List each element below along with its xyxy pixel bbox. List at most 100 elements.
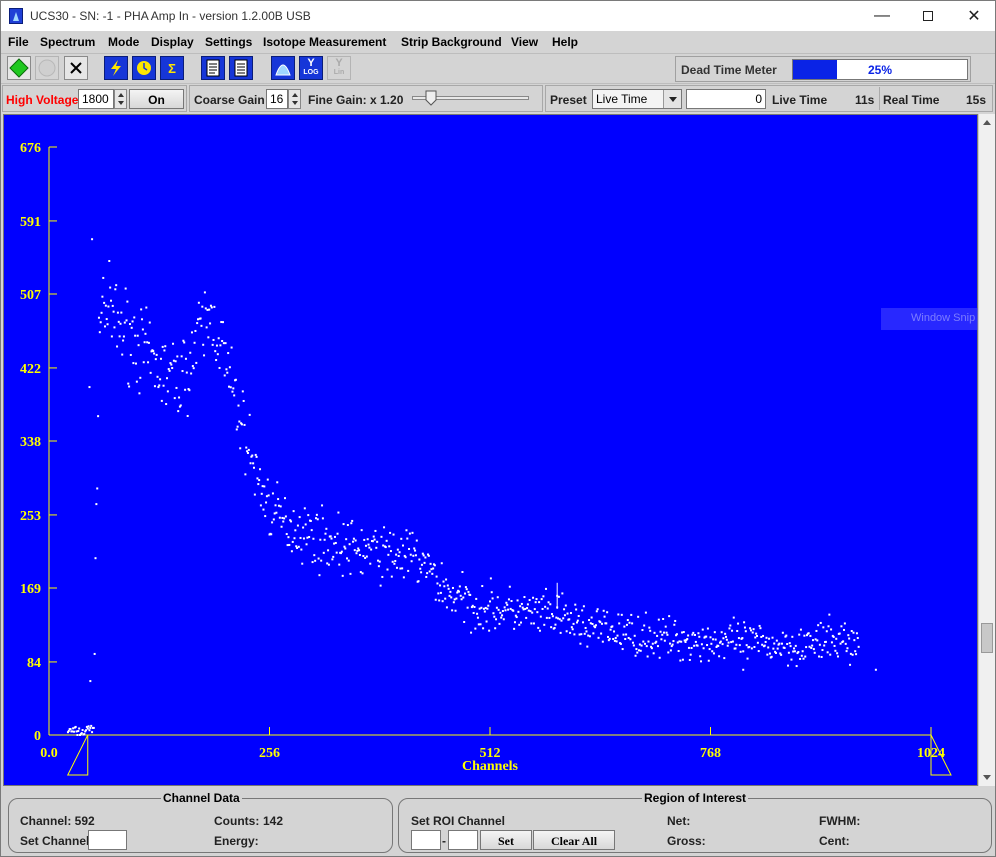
menu-strip-background[interactable]: Strip Background <box>401 35 502 49</box>
menu-spectrum[interactable]: Spectrum <box>40 35 96 49</box>
data-point <box>799 628 802 631</box>
data-point <box>538 629 541 632</box>
sum-button[interactable]: Σ <box>160 56 184 80</box>
data-point <box>83 733 86 736</box>
data-point <box>395 566 398 569</box>
data-point <box>256 477 259 480</box>
data-point <box>316 518 319 521</box>
log-scale-button[interactable]: Y LOG <box>299 56 323 80</box>
vertical-scrollbar[interactable] <box>978 114 995 786</box>
report-button[interactable] <box>201 56 225 80</box>
coarse-gain-spinner[interactable] <box>288 89 301 109</box>
coarse-gain-input[interactable]: 16 <box>266 89 288 109</box>
data-point <box>577 614 580 617</box>
data-point <box>238 420 241 423</box>
menu-view[interactable]: View <box>511 35 539 49</box>
data-point <box>562 617 565 620</box>
data-point <box>465 588 468 591</box>
roi-start-input[interactable] <box>411 830 441 850</box>
spectrum-plot[interactable]: 0 84 169 253 338 422 507 591 676 0.0 256 512 768 1024… <box>3 114 981 787</box>
data-point <box>625 633 628 636</box>
data-point <box>514 614 517 617</box>
data-point <box>380 535 383 538</box>
linear-scale-button[interactable]: Y Lin <box>327 56 351 80</box>
roi-clear-all-button[interactable]: Clear All <box>533 830 615 850</box>
fine-gain-slider-thumb[interactable] <box>425 90 437 106</box>
data-point <box>794 644 797 647</box>
y-tick-label: 507 <box>20 288 41 303</box>
high-voltage-input[interactable]: 1800 <box>78 89 114 109</box>
data-point <box>712 638 715 641</box>
data-point <box>750 647 753 650</box>
data-point <box>346 524 349 527</box>
data-point <box>551 613 554 616</box>
data-point <box>308 536 311 539</box>
data-point <box>477 623 480 626</box>
clear-button[interactable] <box>64 56 88 80</box>
data-point <box>389 531 392 534</box>
data-point <box>273 512 276 515</box>
data-point <box>587 634 590 637</box>
data-point <box>642 640 645 643</box>
data-point <box>107 305 110 308</box>
energy-cal-button[interactable] <box>104 56 128 80</box>
data-point <box>463 620 466 623</box>
data-point <box>560 619 563 622</box>
data-point <box>321 517 324 520</box>
maximize-button[interactable] <box>905 1 951 31</box>
data-point <box>746 657 749 660</box>
data-point <box>620 613 623 616</box>
data-point <box>440 562 443 565</box>
print-button[interactable] <box>229 56 253 80</box>
real-time-value: 15s <box>966 93 987 107</box>
data-point <box>531 611 534 614</box>
data-point <box>569 631 572 634</box>
data-point <box>235 428 238 431</box>
data-point <box>210 306 213 309</box>
hv-on-button[interactable]: On <box>129 89 184 109</box>
close-button[interactable]: ✕ <box>951 1 996 31</box>
scroll-thumb[interactable] <box>981 623 993 653</box>
data-point <box>671 643 674 646</box>
menu-settings[interactable]: Settings <box>205 35 253 49</box>
data-point <box>814 638 817 641</box>
data-point <box>503 606 506 609</box>
data-point <box>217 337 220 340</box>
stop-button[interactable] <box>35 56 59 80</box>
fine-gain-slider-track[interactable] <box>412 96 529 100</box>
data-point <box>189 351 192 354</box>
data-point <box>607 639 610 642</box>
menu-help[interactable]: Help <box>552 35 579 49</box>
roi-end-input[interactable] <box>448 830 478 850</box>
menu-isotope-measurement[interactable]: Isotope Measurement <box>263 35 387 49</box>
preset-count-input[interactable]: 0 <box>686 89 766 109</box>
data-point <box>132 362 135 365</box>
menu-display[interactable]: Display <box>151 35 194 49</box>
menu-mode[interactable]: Mode <box>108 35 140 49</box>
preset-select[interactable]: Live Time <box>592 89 682 109</box>
set-channel-input[interactable] <box>88 830 127 850</box>
menu-file[interactable]: File <box>8 35 29 49</box>
data-point <box>332 555 335 558</box>
start-button[interactable] <box>7 56 31 80</box>
high-voltage-spinner[interactable] <box>114 89 127 109</box>
data-point <box>184 388 187 391</box>
data-point <box>469 593 472 596</box>
peak-button[interactable] <box>271 56 295 80</box>
scroll-up-icon[interactable] <box>983 120 991 125</box>
scroll-down-icon[interactable] <box>983 775 991 780</box>
data-point <box>255 455 258 458</box>
minimize-button[interactable]: — <box>859 1 905 31</box>
data-point <box>431 572 434 575</box>
data-point <box>515 616 518 619</box>
data-point <box>339 552 342 555</box>
timer-button[interactable] <box>132 56 156 80</box>
roi-set-button[interactable]: Set <box>480 830 532 850</box>
clear-x-icon <box>70 62 82 74</box>
data-point <box>224 342 227 345</box>
data-point <box>204 307 207 310</box>
data-point <box>143 341 146 344</box>
data-point <box>363 538 366 541</box>
data-point <box>306 536 309 539</box>
